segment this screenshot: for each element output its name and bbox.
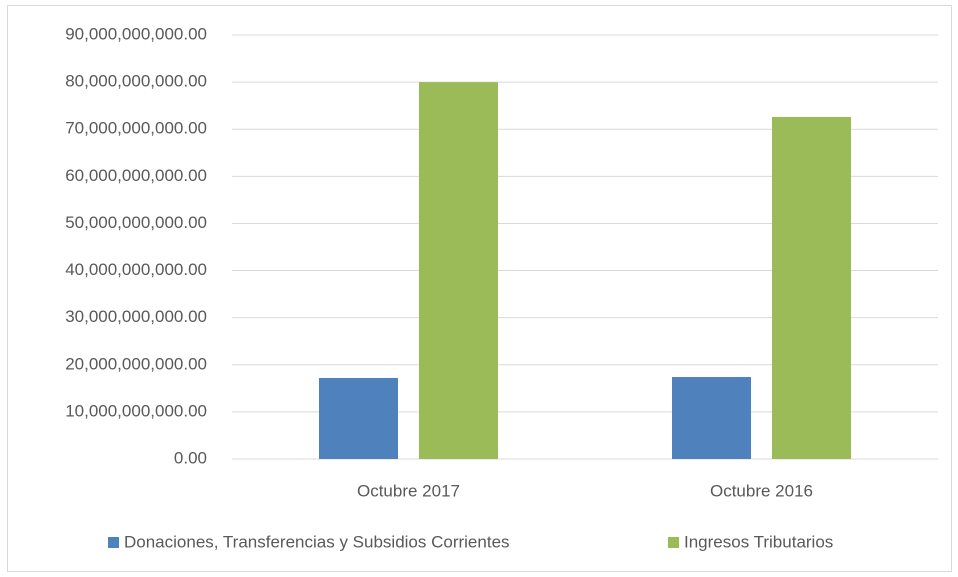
legend-swatch	[108, 537, 119, 548]
y-tick-label: 90,000,000,000.00	[65, 24, 207, 43]
legend-label: Donaciones, Transferencias y Subsidios C…	[124, 532, 510, 551]
bar	[419, 82, 498, 459]
x-tick-label: Octubre 2017	[357, 481, 460, 500]
bar	[319, 377, 398, 459]
bar	[772, 116, 851, 460]
y-tick-label: 20,000,000,000.00	[65, 354, 207, 373]
y-tick-label: 60,000,000,000.00	[65, 166, 207, 185]
y-tick-label: 50,000,000,000.00	[65, 213, 207, 232]
y-tick-label: 70,000,000,000.00	[65, 119, 207, 138]
y-tick-label: 40,000,000,000.00	[65, 260, 207, 279]
y-tick-label: 0.00	[174, 448, 207, 467]
legend-label: Ingresos Tributarios	[684, 532, 833, 551]
legend-swatch	[668, 537, 679, 548]
bar	[672, 377, 751, 459]
y-tick-label: 80,000,000,000.00	[65, 72, 207, 91]
y-tick-label: 10,000,000,000.00	[65, 401, 207, 420]
y-tick-label: 30,000,000,000.00	[65, 307, 207, 326]
x-tick-label: Octubre 2016	[710, 481, 813, 500]
